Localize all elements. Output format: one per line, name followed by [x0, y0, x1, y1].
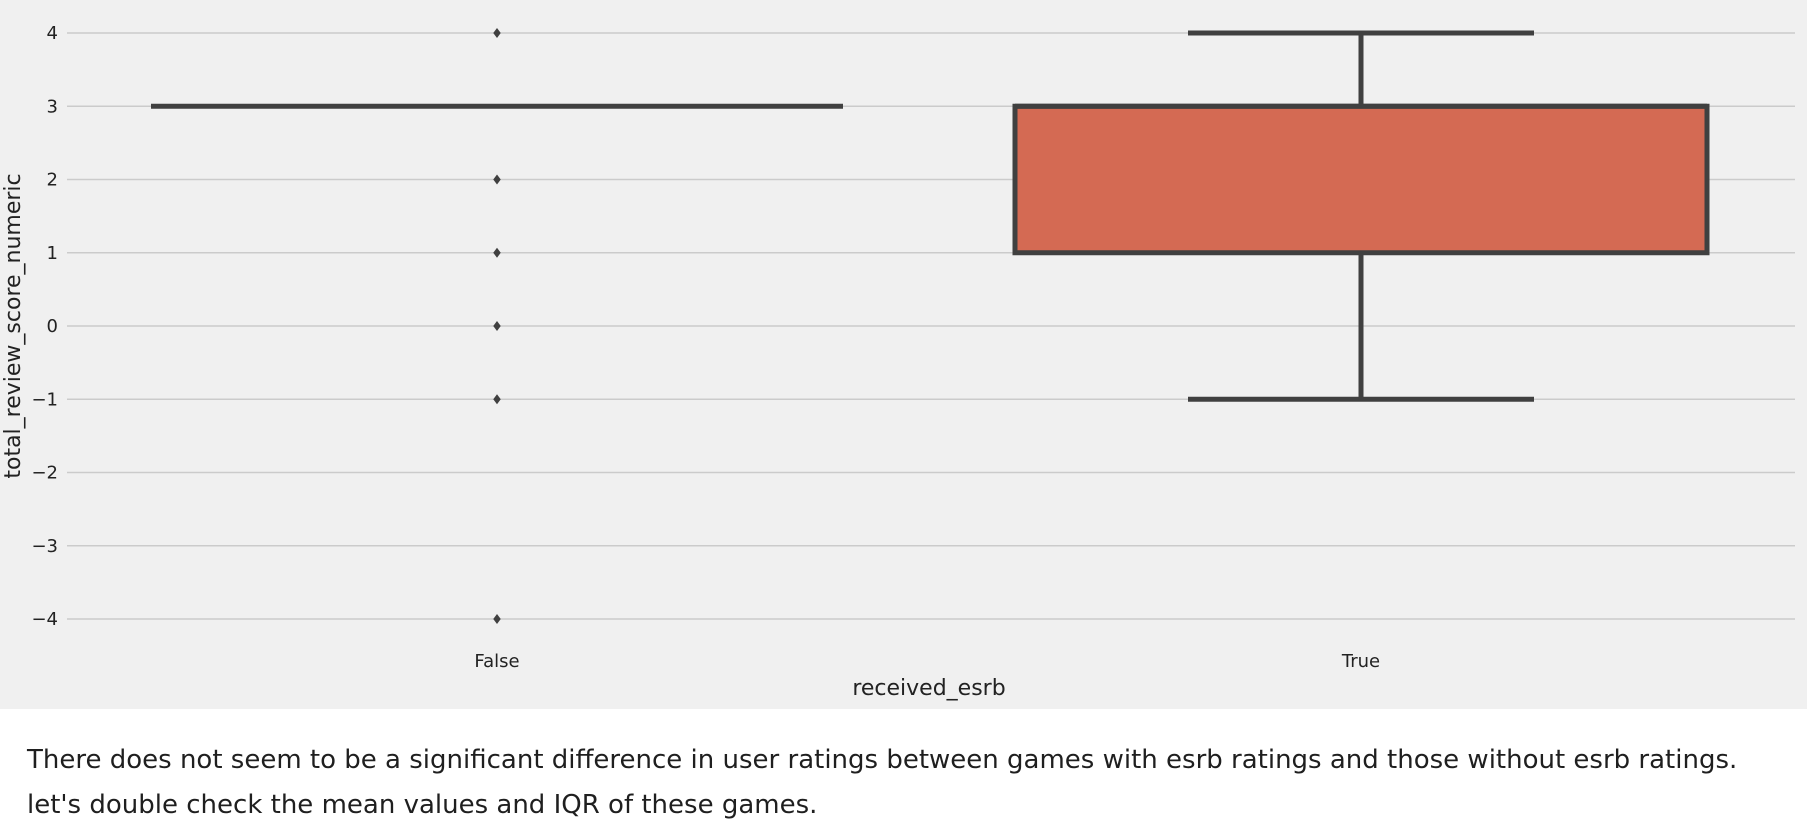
x-tick-labels: False True [474, 651, 1380, 672]
outlier-point [493, 394, 501, 405]
notes-line-2: let's double check the mean values and I… [27, 790, 818, 820]
outlier-point [493, 174, 501, 185]
y-tick-label: −4 [31, 609, 58, 630]
y-tick-label: 1 [47, 243, 58, 264]
y-tick-label: −2 [31, 463, 58, 484]
y-tick-label: 4 [47, 23, 58, 44]
outlier-point [493, 614, 501, 624]
outlier-point [493, 321, 501, 331]
x-tick-label: False [474, 651, 519, 672]
notes-text: There does not seem to be a significant … [27, 738, 1787, 828]
y-tick-label: 0 [47, 316, 58, 337]
y-tick-labels: 4 3 2 1 0 −1 −2 −3 −4 [31, 23, 58, 630]
y-tick-label: 2 [47, 170, 58, 191]
boxes [151, 28, 1710, 624]
x-axis-label: received_esrb [852, 676, 1005, 701]
outlier-point [493, 28, 501, 38]
box-group [151, 28, 843, 624]
y-tick-label: −1 [31, 389, 58, 410]
box-plot: 4 3 2 1 0 −1 −2 −3 −4 False True received_esrb to… [1, 23, 1795, 701]
y-axis-label: total_review_score_numeric [1, 173, 26, 478]
chart-panel: 4 3 2 1 0 −1 −2 −3 −4 False True received_esrb to… [0, 0, 1807, 709]
y-tick-label: 3 [47, 96, 58, 117]
outlier-point [493, 247, 501, 258]
x-tick-label: True [1341, 651, 1380, 672]
notes-line-1: There does not seem to be a significant … [27, 745, 1738, 775]
box-group [1012, 30, 1710, 402]
box-iqr [1012, 103, 1710, 256]
y-tick-label: −3 [31, 536, 58, 557]
